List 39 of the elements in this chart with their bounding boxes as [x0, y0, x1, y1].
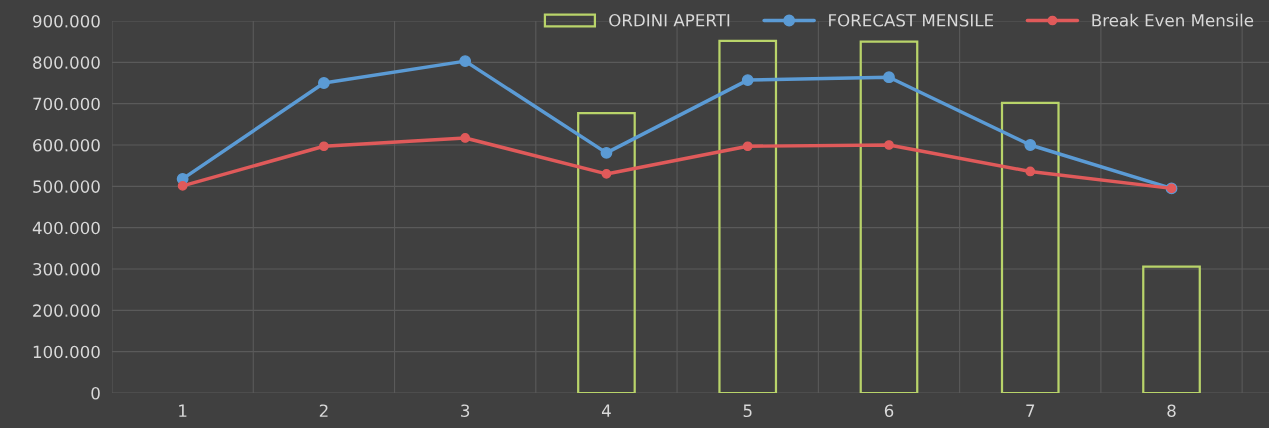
point: [883, 71, 895, 84]
y-tick-label: 100.000: [33, 345, 100, 359]
y-tick-label: 500.000: [33, 180, 100, 193]
legend-label: Break Even Mensile: [1092, 13, 1254, 27]
y-tick-label: 600.000: [33, 138, 100, 152]
y-tick-label: 300.000: [33, 262, 100, 276]
x-tick-label: 2: [319, 404, 328, 417]
bar: [577, 112, 636, 393]
x-tick-label: 7: [1026, 404, 1035, 417]
y-tick-label: 0: [91, 386, 100, 400]
point: [1024, 139, 1037, 151]
legend-label: FORECAST MENSILE: [829, 13, 994, 27]
x-tick-label: 8: [1167, 404, 1176, 418]
point: [460, 133, 471, 143]
x-tick-label: 5: [743, 404, 752, 418]
y-tick-label: 200.000: [33, 304, 100, 317]
point: [741, 74, 754, 87]
bar: [859, 40, 919, 393]
legend-label: ORDINI APERTI: [609, 13, 730, 27]
point: [459, 55, 472, 67]
y-tick-label: 700.000: [33, 97, 100, 111]
point: [319, 141, 329, 152]
y-tick-label: 400.000: [32, 221, 100, 235]
y-tick-label: 900.000: [33, 14, 100, 28]
point: [601, 169, 612, 179]
point: [742, 141, 753, 152]
x-tick-label: 1: [179, 404, 187, 417]
point: [884, 140, 894, 150]
point: [600, 146, 613, 159]
bar: [1142, 265, 1201, 393]
y-tick-label: 800.000: [33, 56, 100, 69]
x-tick-label: 6: [884, 404, 894, 418]
point: [318, 77, 330, 89]
bar: [1000, 101, 1060, 393]
point: [1025, 166, 1036, 177]
bar: [718, 39, 778, 393]
x-tick-label: 4: [601, 404, 611, 417]
point: [177, 181, 188, 191]
x-tick-label: 3: [461, 404, 470, 418]
